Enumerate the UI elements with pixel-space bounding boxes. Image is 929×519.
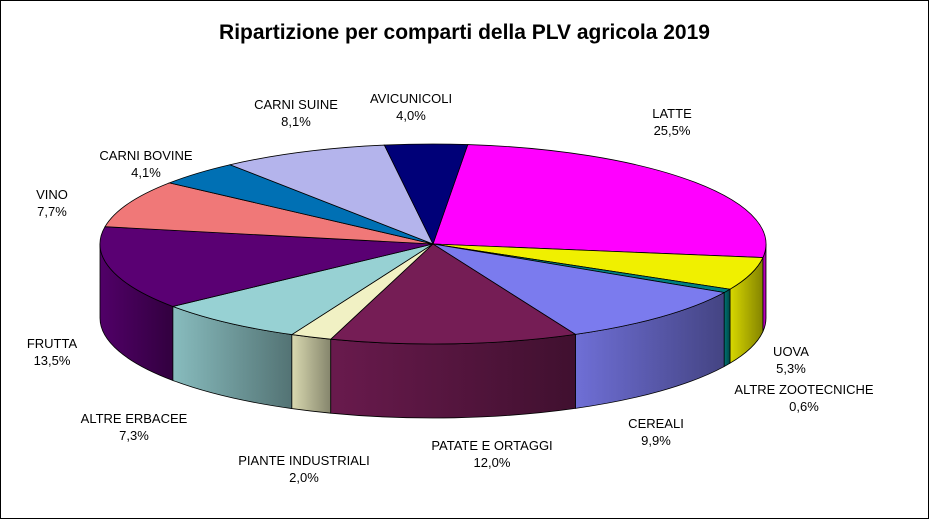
pie-slice-altre-erbacee: [171, 243, 434, 335]
data-label-patate-e-ortaggi: PATATE E ORTAGGI 12,0%: [431, 437, 552, 471]
data-label-percent: 2,0%: [289, 470, 319, 485]
data-label-percent: 4,1%: [131, 165, 161, 180]
data-label-category: CARNI BOVINE: [99, 148, 193, 163]
data-label-percent: 4,0%: [396, 108, 426, 123]
pie-slice-latte: [432, 144, 767, 258]
data-label-category: PIANTE INDUSTRIALI: [238, 453, 370, 468]
pie-slice-vino: [104, 182, 434, 245]
data-label-uova: UOVA 5,3%: [773, 343, 809, 377]
data-label-carni-suine: CARNI SUINE 8,1%: [254, 96, 338, 130]
pie-slice-patate-e-ortaggi: [329, 243, 577, 345]
data-label-percent: 5,3%: [776, 361, 806, 376]
data-label-category: FRUTTA: [26, 336, 78, 351]
data-label-category: CARNI SUINE: [254, 97, 338, 112]
pie-slice-avicunicoli: [383, 143, 469, 246]
pie-side-patate-e-ortaggi: [330, 333, 576, 419]
data-label-percent: 7,7%: [37, 204, 67, 219]
pie-slice-frutta: [99, 226, 434, 307]
data-label-percent: 8,1%: [281, 114, 311, 129]
pie-slice-carni-suine: [228, 144, 434, 245]
data-label-category: UOVA: [773, 344, 809, 359]
data-label-percent: 25,5%: [653, 123, 691, 138]
pie-side-piante-industriali: [291, 334, 332, 414]
chart-title: Ripartizione per comparti della PLV agri…: [219, 21, 710, 44]
data-label-category: AVICUNICOLI: [369, 91, 453, 106]
data-label-altre-zootecniche: ALTRE ZOOTECNICHE 0,6%: [734, 381, 873, 415]
data-label-percent: 12,0%: [473, 455, 511, 470]
data-label-piante-industriali: PIANTE INDUSTRIALI 2,0%: [238, 452, 369, 486]
data-label-latte: LATTE 25,5%: [652, 105, 692, 139]
data-label-percent: 7,3%: [119, 428, 149, 443]
data-label-avicunicoli: AVICUNICOLI 4,0%: [370, 90, 452, 124]
data-label-carni-bovine: CARNI BOVINE 4,1%: [99, 147, 192, 181]
pie-side-altre-zootecniche: [723, 288, 731, 368]
data-label-percent: 13,5%: [33, 353, 71, 368]
data-label-category: PATATE E ORTAGGI: [431, 438, 553, 453]
data-label-vino: VINO 7,7%: [36, 186, 68, 220]
data-label-cereali: CEREALI 9,9%: [628, 415, 684, 449]
data-label-category: LATTE: [652, 106, 692, 121]
pie-slice-cereali: [432, 243, 726, 335]
data-label-percent: 0,6%: [789, 399, 819, 414]
data-label-altre-erbacee: ALTRE ERBACEE 7,3%: [81, 410, 188, 444]
data-label-category: ALTRE ERBACEE: [80, 411, 188, 426]
data-label-frutta: FRUTTA 13,5%: [27, 335, 77, 369]
data-label-category: ALTRE ZOOTECNICHE: [734, 382, 874, 397]
data-label-percent: 9,9%: [641, 433, 671, 448]
data-label-category: CEREALI: [628, 416, 684, 431]
data-label-category: VINO: [36, 187, 68, 202]
